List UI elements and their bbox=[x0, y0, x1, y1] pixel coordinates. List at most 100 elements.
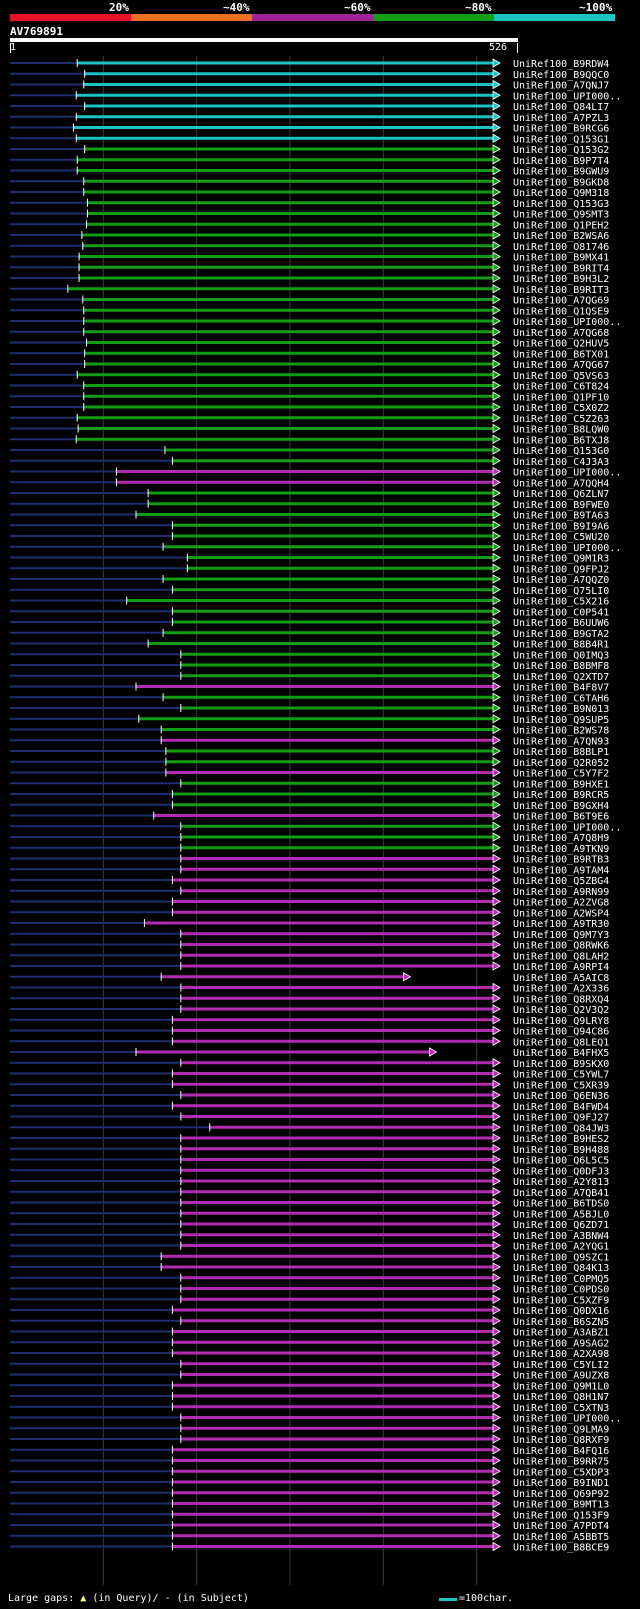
hit-label[interactable]: UniRef100_A7QB41 bbox=[513, 1188, 609, 1199]
hit-label[interactable]: UniRef100_B9RIT3 bbox=[513, 285, 609, 296]
hit-row[interactable]: UniRef100_Q9M318 bbox=[10, 187, 609, 199]
hit-row[interactable]: UniRef100_A3ABZ1 bbox=[10, 1326, 609, 1339]
hit-row[interactable]: UniRef100_A7QN93 bbox=[10, 735, 609, 747]
hit-row[interactable]: UniRef100_UPI000.. bbox=[10, 316, 621, 328]
hit-row[interactable]: UniRef100_B9RCR5 bbox=[10, 789, 609, 801]
hit-label[interactable]: UniRef100_Q9SZC1 bbox=[513, 1252, 609, 1263]
hit-row[interactable]: UniRef100_Q8LEQ1 bbox=[10, 1036, 609, 1048]
hit-label[interactable]: UniRef100_A2Y813 bbox=[513, 1177, 609, 1188]
hit-label[interactable]: UniRef100_Q5ZBG4 bbox=[513, 876, 609, 887]
hit-label[interactable]: UniRef100_Q69P92 bbox=[513, 1489, 609, 1500]
hit-label[interactable]: UniRef100_B9I9A6 bbox=[513, 521, 609, 532]
hit-label[interactable]: UniRef100_A7Q8H9 bbox=[513, 833, 609, 844]
hit-row[interactable]: UniRef100_Q9M1R3 bbox=[10, 552, 609, 565]
hit-label[interactable]: UniRef100_B2WS78 bbox=[513, 726, 609, 737]
hit-label[interactable]: UniRef100_A2WSP4 bbox=[513, 908, 609, 919]
hit-label[interactable]: UniRef100_Q6L5C5 bbox=[513, 1156, 609, 1167]
hit-row[interactable]: UniRef100_B9TA63 bbox=[10, 509, 609, 522]
hit-row[interactable]: UniRef100_B9P7T4 bbox=[10, 155, 609, 167]
hit-row[interactable]: UniRef100_B9GKD8 bbox=[10, 176, 609, 188]
hit-label[interactable]: UniRef100_Q9FPJ2 bbox=[513, 564, 609, 575]
hit-label[interactable]: UniRef100_Q6EN36 bbox=[513, 1091, 609, 1102]
hit-label[interactable]: UniRef100_C5XTN3 bbox=[513, 1403, 609, 1414]
hit-label[interactable]: UniRef100_C5Y7F2 bbox=[513, 769, 609, 780]
hit-label[interactable]: UniRef100_C5Z263 bbox=[513, 414, 609, 425]
hit-row[interactable]: UniRef100_Q9SUP5 bbox=[10, 714, 609, 726]
hit-row[interactable]: UniRef100_Q153F9 bbox=[10, 1509, 609, 1521]
hit-label[interactable]: UniRef100_B4FQ16 bbox=[513, 1446, 609, 1457]
hit-row[interactable]: UniRef100_B9MT13 bbox=[10, 1498, 609, 1511]
hit-row[interactable]: UniRef100_B9IND1 bbox=[10, 1477, 609, 1489]
hit-row[interactable]: UniRef100_B8BLP1 bbox=[10, 746, 609, 758]
hit-row[interactable]: UniRef100_A5BJL0 bbox=[10, 1208, 609, 1220]
hit-label[interactable]: UniRef100_C6TAH6 bbox=[513, 693, 609, 704]
hit-label[interactable]: UniRef100_A7PZL3 bbox=[513, 113, 609, 124]
hit-row[interactable]: UniRef100_C5XTN3 bbox=[10, 1402, 609, 1414]
hit-label[interactable]: UniRef100_UPI000.. bbox=[513, 468, 621, 479]
hit-row[interactable]: UniRef100_Q153G3 bbox=[10, 198, 609, 210]
hit-label[interactable]: UniRef100_B9IND1 bbox=[513, 1478, 609, 1489]
hit-row[interactable]: UniRef100_UPI000.. bbox=[10, 90, 621, 102]
hit-label[interactable]: UniRef100_C5X0Z2 bbox=[513, 403, 609, 414]
hit-label[interactable]: UniRef100_B4FWD4 bbox=[513, 1102, 609, 1113]
hit-row[interactable]: UniRef100_B9RDW4 bbox=[10, 58, 609, 70]
hit-row[interactable]: UniRef100_Q75LI0 bbox=[10, 585, 609, 597]
hit-label[interactable]: UniRef100_B6SZN5 bbox=[513, 1317, 609, 1328]
hit-label[interactable]: UniRef100_Q6ZD71 bbox=[513, 1220, 609, 1231]
hit-label[interactable]: UniRef100_B8B4R1 bbox=[513, 640, 609, 651]
hit-row[interactable]: UniRef100_B2WSA6 bbox=[10, 230, 609, 242]
hit-label[interactable]: UniRef100_C5WU20 bbox=[513, 532, 609, 543]
hit-label[interactable]: UniRef100_A7QNJ7 bbox=[513, 81, 609, 92]
hit-label[interactable]: UniRef100_UPI000.. bbox=[513, 91, 621, 102]
hit-row[interactable]: UniRef100_A7Q8H9 bbox=[10, 832, 609, 844]
hit-label[interactable]: UniRef100_UPI000.. bbox=[513, 543, 621, 554]
hit-label[interactable]: UniRef100_Q9LMA9 bbox=[513, 1424, 609, 1435]
hit-row[interactable]: UniRef100_Q6ZD71 bbox=[10, 1219, 609, 1231]
hit-row[interactable]: UniRef100_UPI000.. bbox=[10, 466, 621, 479]
hit-label[interactable]: UniRef100_UPI000.. bbox=[513, 1414, 621, 1425]
hit-row[interactable]: UniRef100_Q5ZBG4 bbox=[10, 875, 609, 887]
hit-row[interactable]: UniRef100_B9FWE0 bbox=[10, 499, 609, 511]
hit-row[interactable]: UniRef100_A7PDT4 bbox=[10, 1520, 609, 1532]
hit-row[interactable]: UniRef100_Q153G2 bbox=[10, 144, 609, 156]
hit-row[interactable]: UniRef100_Q153G1 bbox=[10, 133, 609, 145]
hit-label[interactable]: UniRef100_B9HXE1 bbox=[513, 779, 609, 790]
hit-row[interactable]: UniRef100_A7QG67 bbox=[10, 359, 609, 371]
hit-row[interactable]: UniRef100_O81746 bbox=[10, 241, 609, 253]
hit-row[interactable]: UniRef100_B6TX01 bbox=[10, 348, 609, 360]
hit-row[interactable]: UniRef100_Q2XTD7 bbox=[10, 671, 609, 683]
hit-label[interactable]: UniRef100_Q84LI7 bbox=[513, 102, 609, 113]
hit-label[interactable]: UniRef100_B2WSA6 bbox=[513, 231, 609, 242]
hit-label[interactable]: UniRef100_Q9FJ27 bbox=[513, 1113, 609, 1124]
hit-label[interactable]: UniRef100_B9GWU9 bbox=[513, 167, 609, 178]
hit-row[interactable]: UniRef100_B4F8V7 bbox=[10, 681, 609, 694]
hit-label[interactable]: UniRef100_B9MT13 bbox=[513, 1500, 609, 1511]
hit-row[interactable]: UniRef100_Q153G0 bbox=[10, 445, 609, 457]
hit-row[interactable]: UniRef100_Q0IMQ3 bbox=[10, 649, 609, 661]
hit-label[interactable]: UniRef100_C0PMQ5 bbox=[513, 1274, 609, 1285]
hit-label[interactable]: UniRef100_B8BLP1 bbox=[513, 747, 609, 758]
hit-label[interactable]: UniRef100_A9TKN9 bbox=[513, 844, 609, 855]
hit-row[interactable]: UniRef100_A9RN99 bbox=[10, 886, 609, 898]
hit-row[interactable]: UniRef100_B6SZN5 bbox=[10, 1316, 609, 1328]
hit-label[interactable]: UniRef100_A3ABZ1 bbox=[513, 1328, 609, 1339]
hit-row[interactable]: UniRef100_C5X0Z2 bbox=[10, 402, 609, 414]
hit-label[interactable]: UniRef100_B8BCE9 bbox=[513, 1543, 609, 1554]
hit-row[interactable]: UniRef100_B4FQ16 bbox=[10, 1445, 609, 1457]
hit-label[interactable]: UniRef100_Q6ZLN7 bbox=[513, 489, 609, 500]
hit-row[interactable]: UniRef100_Q9LMA9 bbox=[10, 1423, 609, 1435]
hit-row[interactable]: UniRef100_A7QG69 bbox=[10, 294, 609, 307]
hit-row[interactable]: UniRef100_C5Z263 bbox=[10, 413, 609, 425]
hit-row[interactable]: UniRef100_C5XR39 bbox=[10, 1079, 609, 1091]
hit-label[interactable]: UniRef100_A2XA98 bbox=[513, 1349, 609, 1360]
hit-label[interactable]: UniRef100_A7QG68 bbox=[513, 328, 609, 339]
hit-row[interactable]: UniRef100_B9GXH4 bbox=[10, 800, 609, 812]
hit-label[interactable]: UniRef100_C4J3A3 bbox=[513, 457, 609, 468]
hit-label[interactable]: UniRef100_B9P7T4 bbox=[513, 156, 609, 167]
hit-row[interactable]: UniRef100_UPI000.. bbox=[10, 821, 621, 833]
hit-label[interactable]: UniRef100_C5XR39 bbox=[513, 1080, 609, 1091]
hit-row[interactable]: UniRef100_A2Y813 bbox=[10, 1176, 609, 1188]
hit-label[interactable]: UniRef100_C5YWL7 bbox=[513, 1070, 609, 1081]
hit-row[interactable]: UniRef100_A5BBT5 bbox=[10, 1531, 609, 1543]
hit-label[interactable]: UniRef100_Q5VS63 bbox=[513, 371, 609, 382]
